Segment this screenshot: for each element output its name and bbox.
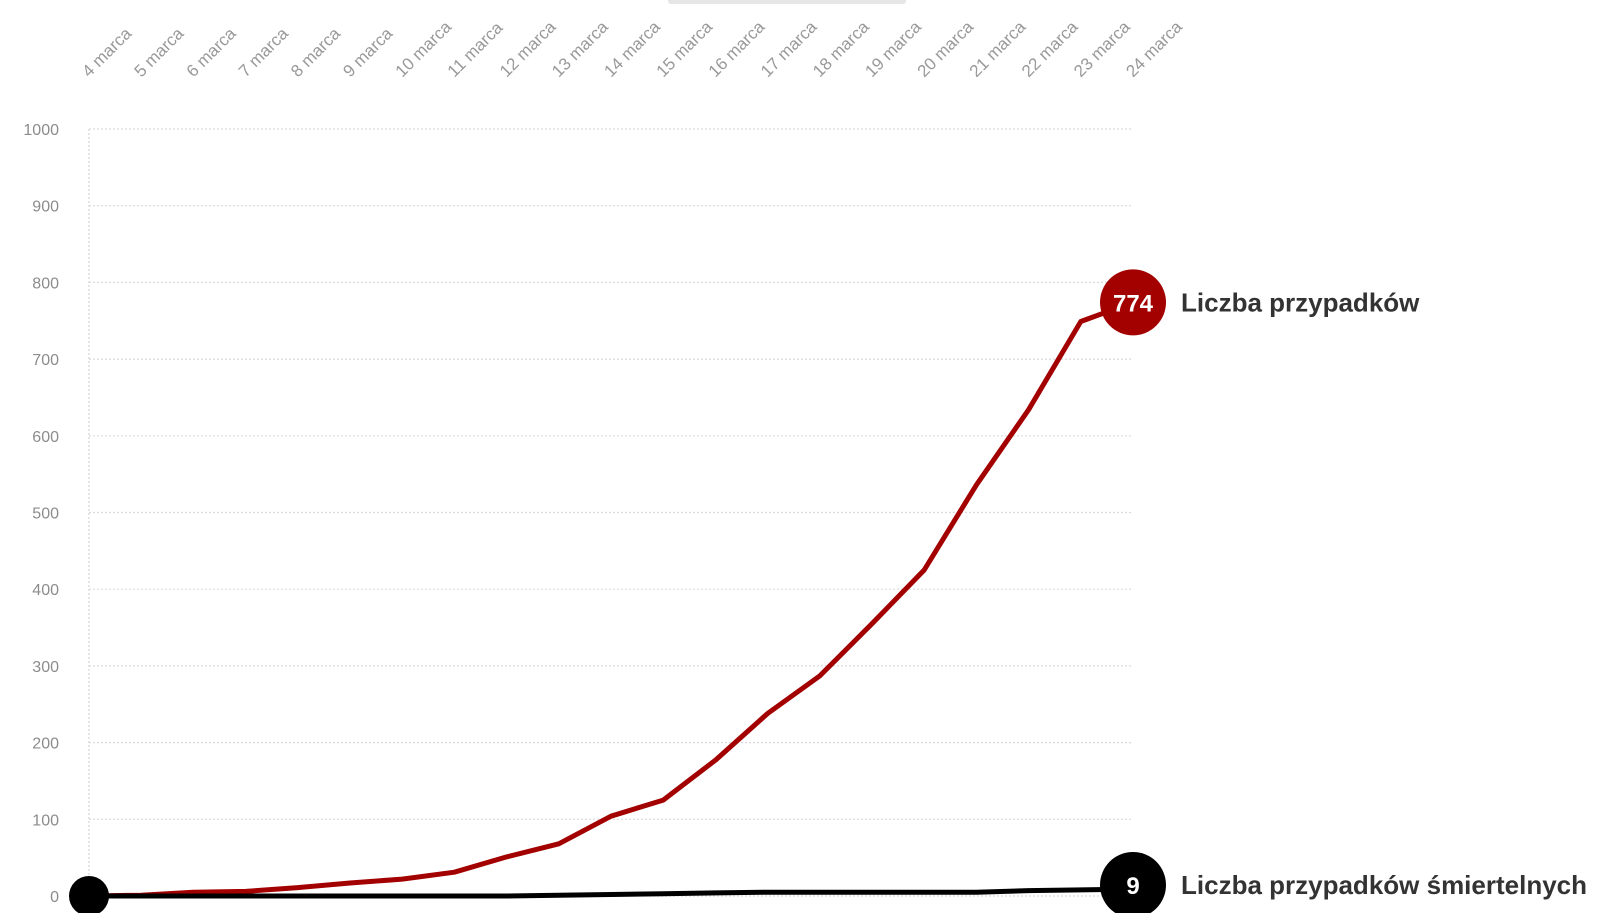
x-tick-label: 5 marca (131, 24, 188, 81)
series-name-label: Liczba przypadków (1181, 287, 1420, 317)
series-labels: 774 Liczba przypadków 9 Liczba przypadków ś… (1100, 269, 1587, 918)
y-tick-label: 500 (32, 506, 59, 523)
end-marker (1100, 269, 1166, 336)
x-tick-label: 14 marca (600, 17, 664, 81)
y-tick-label: 0 (50, 889, 59, 906)
x-tick-label: 6 marca (183, 24, 240, 81)
end-value-label: 774 (1113, 290, 1154, 317)
y-tick-label: 400 (32, 582, 59, 599)
tab-stub[interactable] (668, 0, 906, 4)
y-tick-label: 1000 (23, 122, 59, 139)
series (69, 299, 1136, 916)
grid (88, 128, 1133, 897)
y-tick-label: 700 (32, 352, 59, 369)
x-tick-label: 21 marca (966, 17, 1030, 81)
y-tick-label: 600 (32, 429, 59, 446)
x-tick-label: 15 marca (653, 17, 717, 81)
start-point (69, 876, 109, 916)
x-tick-label: 7 marca (235, 24, 292, 81)
x-tick-label: 22 marca (1018, 17, 1082, 81)
x-tick-label: 20 marca (914, 17, 978, 81)
x-tick-label: 24 marca (1122, 17, 1186, 81)
x-tick-label: 17 marca (757, 17, 821, 81)
x-tick-label: 11 marca (444, 18, 507, 81)
y-tick-label: 200 (32, 736, 59, 753)
x-tick-label: 13 marca (548, 17, 612, 81)
y-tick-label: 800 (32, 275, 59, 292)
series-name-label: Liczba przypadków śmiertelnych (1181, 870, 1587, 900)
x-tick-label: 18 marca (809, 17, 873, 81)
x-tick-label: 12 marca (496, 17, 560, 81)
end-value-label: 9 (1126, 873, 1139, 900)
y-tick-label: 900 (32, 199, 59, 216)
x-tick-label: 23 marca (1070, 17, 1134, 81)
x-tick-label: 19 marca (861, 17, 925, 81)
series-line-cases (86, 299, 1136, 899)
x-tick-label: 16 marca (705, 17, 769, 81)
x-tick-label: 9 marca (339, 24, 396, 81)
end-marker (1100, 852, 1166, 918)
x-tick-label: 10 marca (392, 17, 456, 81)
series-line-deaths (86, 886, 1136, 899)
y-axis: 0 100 200 300 400 500 600 700 800 900 1000 (23, 122, 59, 906)
y-tick-label: 300 (32, 659, 59, 676)
x-tick-label: 8 marca (287, 24, 344, 81)
y-tick-label: 100 (32, 812, 59, 829)
x-tick-label: 4 marca (78, 24, 135, 81)
